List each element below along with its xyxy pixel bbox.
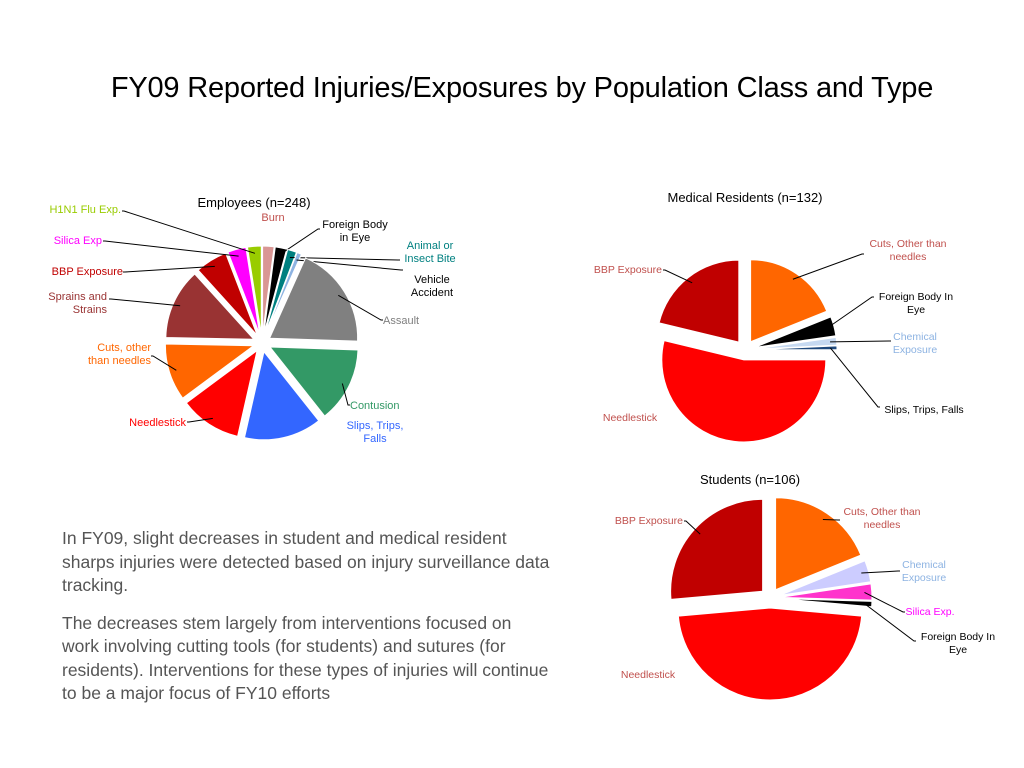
slice-label: H1N1 Flu Exp. — [49, 204, 121, 216]
leader-line — [187, 417, 213, 423]
slice-label: Assault — [383, 315, 419, 327]
pie-slice — [775, 497, 862, 591]
slice-label: Chemical Exposure — [893, 331, 938, 356]
pie-slice — [268, 346, 359, 417]
leader-line — [279, 228, 320, 256]
pie-slice — [779, 598, 873, 608]
slice-label: Needlestick — [621, 669, 676, 681]
slice-label: Foreign Body In Eye — [879, 291, 953, 316]
pie-slice — [754, 316, 837, 348]
pie-slice — [264, 251, 303, 335]
pie-slice — [264, 248, 298, 335]
slice-label: Vehicle Accident — [411, 274, 453, 299]
pie-slice — [246, 245, 262, 335]
pie-chart-2: Medical Residents (n=132) Cuts, Other tha… — [594, 190, 964, 443]
pie-slice — [658, 259, 740, 343]
leader-line — [289, 256, 400, 261]
slice-label: Needlestick — [603, 412, 658, 424]
pie-slice — [661, 339, 827, 443]
slice-label: Cuts, Other than needles — [869, 238, 946, 263]
slice-label: BBP Exposure — [594, 264, 662, 276]
leader-line — [663, 269, 693, 284]
pie-slice — [670, 498, 764, 600]
slice-label: Cuts, other than needles — [88, 342, 151, 367]
pie-chart-1: Employees (n=248) Burn Foreign Body in Eye A… — [48, 195, 455, 445]
pie-slice — [164, 343, 255, 399]
slice-label: Contusion — [350, 400, 400, 412]
leader-line — [109, 298, 181, 307]
body-paragraph-2: The decreases stem largely from interven… — [62, 612, 549, 704]
pie-slice — [779, 583, 873, 601]
pie-slice — [227, 246, 261, 335]
pie-slice — [268, 257, 359, 342]
pie-slice — [262, 245, 275, 335]
chart-title: Employees (n=248) — [197, 195, 310, 210]
leader-line — [122, 210, 256, 254]
leader-line — [861, 570, 900, 574]
chart-title: Medical Residents (n=132) — [668, 190, 823, 205]
pie-slice — [754, 336, 838, 350]
slice-label: BBP Exposure — [52, 266, 123, 278]
leader-line — [151, 355, 177, 371]
slice-label: Chemical Exposure — [902, 559, 947, 584]
body-text: In FY09, slight decreases in student and… — [62, 527, 552, 720]
leader-line — [338, 294, 383, 321]
slide-title: FY09 Reported Injuries/Exposures by Popu… — [110, 72, 934, 104]
slice-label: Foreign Body In Eye — [921, 631, 995, 656]
slice-label: Cuts, Other than needles — [843, 506, 920, 531]
pie-slice — [197, 252, 258, 336]
pie-slice — [263, 246, 288, 335]
leader-line — [830, 347, 880, 408]
slice-label: Sprains and Strains — [48, 291, 107, 316]
slice-label: Silica Exp. — [905, 606, 954, 618]
slice-label: Silica Exp — [54, 235, 102, 247]
leader-line — [296, 259, 403, 271]
slice-label: Slips, Trips, Falls — [347, 420, 404, 445]
slice-label: Slips, Trips, Falls — [884, 404, 963, 416]
pie-slice — [165, 273, 255, 340]
slice-label: Needlestick — [129, 417, 186, 429]
leader-line — [864, 591, 905, 613]
slice-label: Foreign Body in Eye — [322, 219, 388, 244]
leader-line — [864, 603, 916, 642]
leader-line — [684, 520, 701, 535]
slice-label: Animal or Insect Bite — [404, 240, 455, 265]
leader-line — [341, 383, 350, 406]
pie-slice — [750, 259, 828, 343]
slice-label: BBP Exposure — [615, 515, 683, 527]
chart-title: Students (n=106) — [700, 472, 800, 487]
pie-slice — [754, 345, 838, 351]
leader-line — [830, 340, 891, 343]
pie-slice — [243, 350, 320, 441]
body-paragraph-1: In FY09, slight decreases in student and… — [62, 528, 550, 595]
leader-line — [792, 253, 864, 280]
slice-label: Burn — [261, 212, 284, 224]
leader-line — [103, 240, 239, 257]
pie-slice — [185, 349, 258, 437]
leader-line — [827, 296, 874, 329]
leader-line — [123, 265, 215, 273]
pie-chart-3: Students (n=106) Cuts, Other than needles C… — [615, 472, 995, 701]
pie-slice — [677, 607, 863, 701]
pie-slice — [779, 560, 872, 596]
